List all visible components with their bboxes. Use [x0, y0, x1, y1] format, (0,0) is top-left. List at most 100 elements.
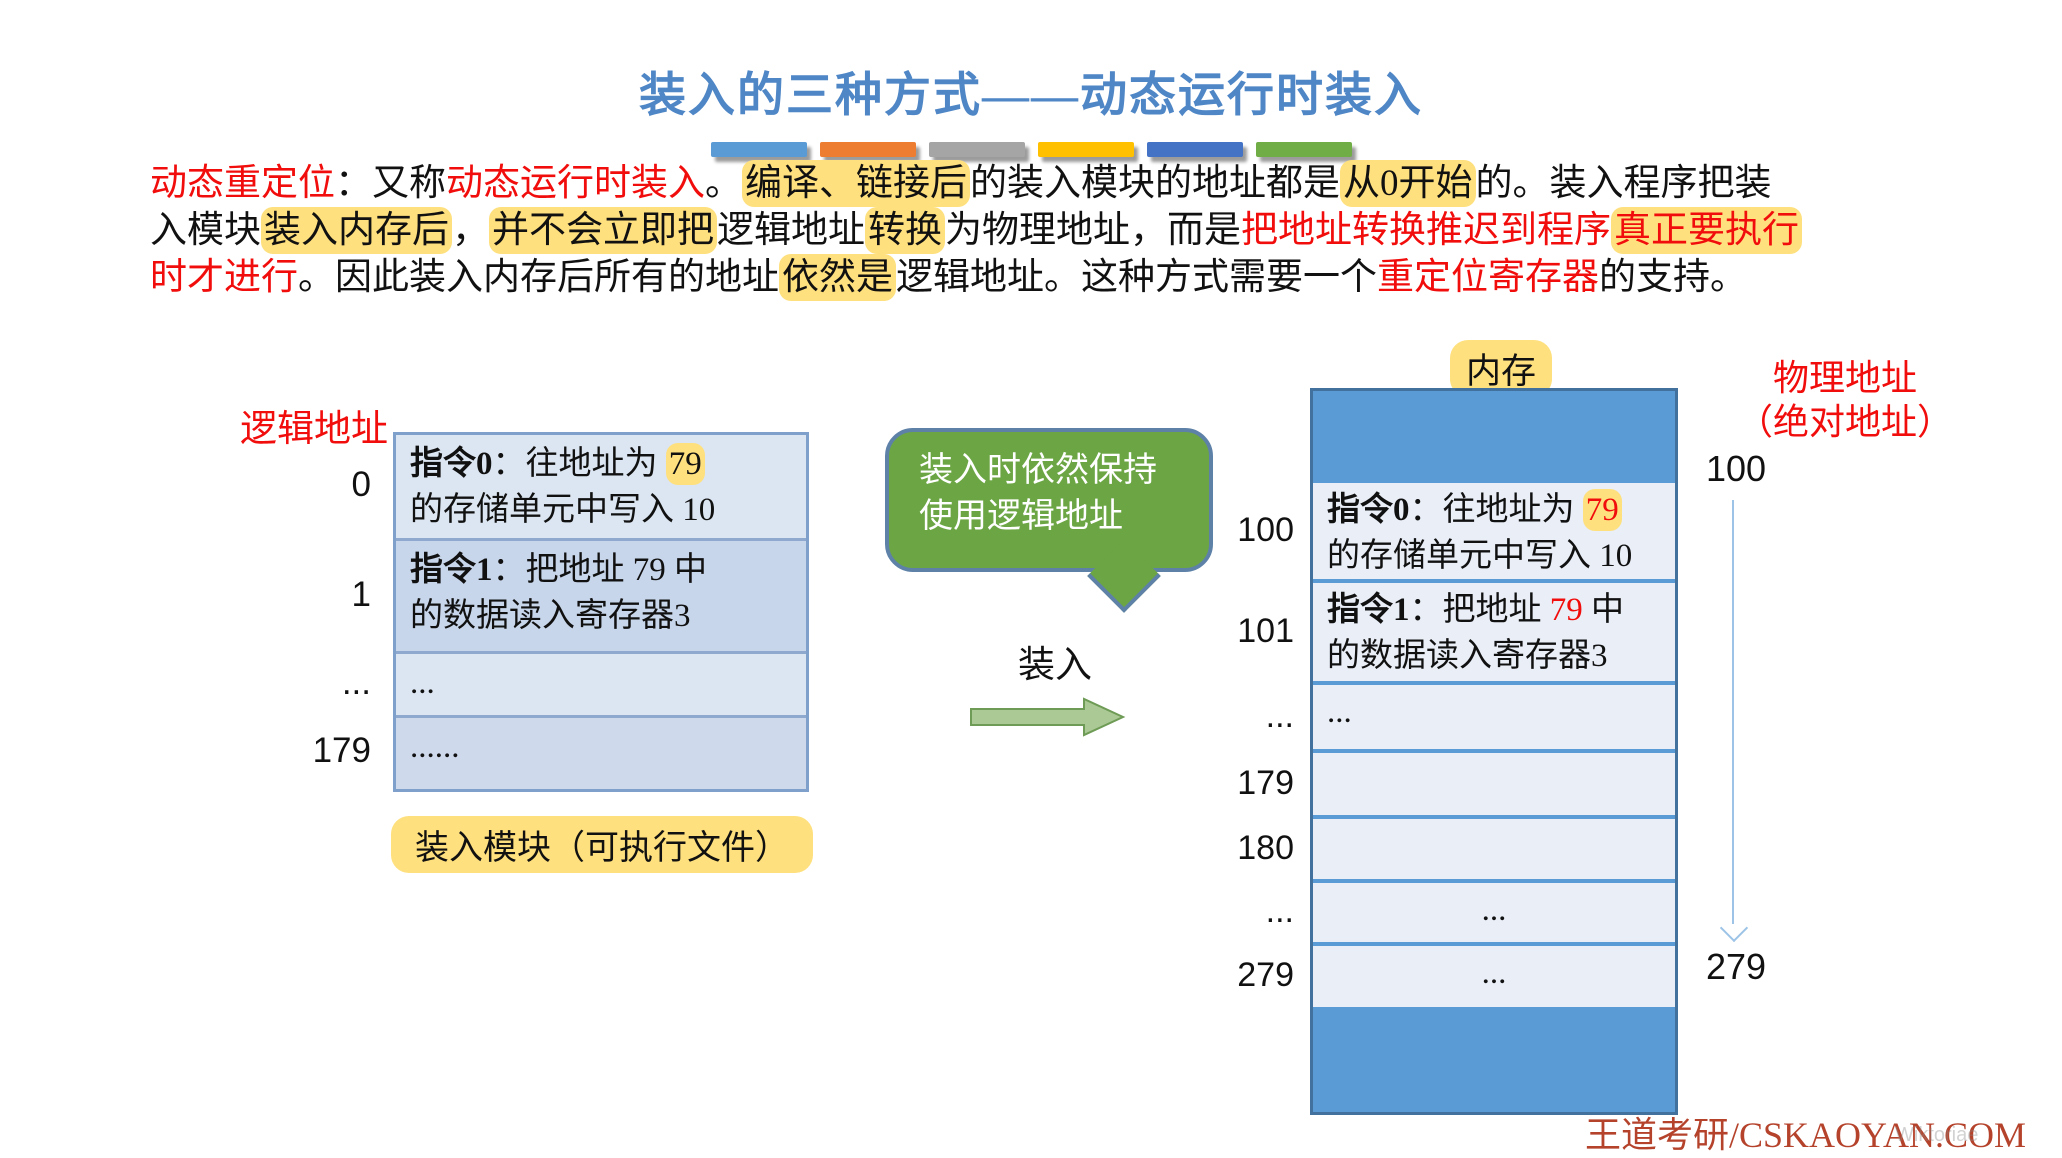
load-label: 装入 [1018, 645, 1092, 686]
bubble-line: 使用逻辑地址 [919, 498, 1123, 535]
text-segment: 逻辑地址。这种方式需要一个 [896, 257, 1377, 298]
intro-paragraph: 动态重定位：又称动态运行时装入。编译、链接后的装入模块的地址都是从0开始的。装入… [150, 160, 1950, 301]
text-segment: 并不会立即把 [489, 207, 717, 254]
text-segment: ：把地址 79 中 [492, 552, 708, 588]
row-line: 的数据读入寄存器3 [1327, 633, 1675, 679]
text-segment: ... [1481, 955, 1507, 991]
text-segment: 时才进行 [150, 257, 298, 298]
text-segment: 重定位寄存器 [1377, 257, 1599, 298]
text-segment: 的。装入程序把装 [1475, 163, 1772, 204]
text-segment: 79 [1582, 489, 1622, 531]
text-segment: 从0开始 [1340, 160, 1476, 207]
address-label: 0 [351, 465, 371, 504]
address-label: ... [341, 663, 371, 702]
text-segment: ... [1481, 892, 1507, 928]
memory-title-badge: 内存 [1436, 340, 1566, 397]
text-segment: 装入内存后 [261, 207, 452, 254]
memory-row [1313, 753, 1675, 819]
paragraph-line: 时才进行。因此装入内存后所有的地址依然是逻辑地址。这种方式需要一个重定位寄存器的… [150, 254, 1950, 301]
text-segment: 的装入模块的地址都是 [970, 163, 1340, 204]
physical-bottom-address: 279 [1705, 946, 1767, 987]
module-row: ... [396, 654, 806, 718]
row-line: ... [410, 660, 806, 706]
text-segment: 把地址转换推迟到程序 [1241, 210, 1611, 251]
address-label: 179 [1237, 763, 1294, 802]
text-segment: 。因此装入内存后所有的地址 [298, 257, 779, 298]
address-label: 1 [351, 574, 371, 614]
memory-row [1313, 819, 1675, 883]
logical-module-table: 指令0：往地址为 79 的存储单元中写入 10 指令1：把地址 79 中的数据读入寄… [393, 432, 809, 792]
text-segment: 的数据读入寄存器3 [1327, 638, 1608, 674]
logical-address-labels: 0 1... 179 [238, 432, 393, 792]
module-caption: 装入模块（可执行文件） [352, 816, 852, 873]
text-segment: 入模块 [150, 210, 261, 251]
text-segment: 依然是 [779, 254, 896, 301]
page-title: 装入的三种方式——动态运行时装入 [639, 70, 1423, 122]
watermark-faint: Wiktoriae [1895, 1124, 1979, 1146]
text-segment: ：把地址 [1409, 592, 1550, 628]
memory-diagram: 100 101... 179 180... 279 指令0：往地址为 79 的存储单元中写… [1218, 388, 1678, 1115]
memory-row [1313, 391, 1675, 483]
text-segment: 动态重定位 [150, 163, 335, 204]
address-label: ... [1265, 696, 1294, 735]
row-line: 的数据读入寄存器3 [410, 593, 806, 639]
row-line: ...... [410, 724, 806, 770]
text-segment: 79 [665, 443, 705, 485]
text-segment: 动态运行时装入 [446, 163, 705, 204]
paragraph-line: 入模块装入内存后，并不会立即把逻辑地址转换为物理地址，而是把地址转换推迟到程序真… [150, 207, 1950, 254]
text-segment: 的存储单元中写入 10 [410, 492, 716, 528]
text-segment: 真正要执行 [1611, 207, 1802, 254]
address-label: 179 [312, 730, 371, 770]
address-label: 100 [1237, 510, 1294, 549]
text-segment: ... [1327, 694, 1352, 730]
row-line: 的存储单元中写入 10 [410, 487, 806, 533]
physical-address-label-line: （绝对地址） [1736, 402, 1953, 442]
physical-arrowhead-icon [1719, 913, 1749, 943]
accent-bar [1255, 142, 1352, 157]
row-line: ... [1313, 950, 1675, 996]
text-segment: 逻辑地址 [717, 210, 865, 251]
accent-bar [928, 142, 1025, 157]
speech-bubble: 装入时依然保持 使用逻辑地址 [885, 428, 1213, 572]
text-segment: ：又称 [335, 163, 446, 204]
logical-module: 0 1... 179 指令0：往地址为 79 的存储单元中写入 10 指令1：把地址 7… [238, 432, 809, 792]
memory-row [1313, 1011, 1675, 1112]
text-segment: 中 [1582, 592, 1624, 628]
accent-bar [1037, 142, 1134, 157]
module-row: 指令1：把地址 79 中的数据读入寄存器3 [396, 541, 806, 654]
memory-row: 指令0：往地址为 79 的存储单元中写入 10 [1313, 483, 1675, 583]
row-line: ... [1327, 689, 1675, 735]
text-segment: ... [410, 665, 435, 701]
physical-arrow [1732, 500, 1734, 924]
text-segment: 指令0 [410, 446, 493, 482]
physical-address-label-line: 物理地址 [1772, 358, 1917, 398]
address-label: 101 [1237, 611, 1294, 650]
logical-address-label: 逻辑地址 [240, 409, 388, 450]
physical-top-address: 100 [1705, 448, 1767, 489]
text-segment: 编译、链接后 [742, 160, 970, 207]
memory-row: ... [1313, 883, 1675, 946]
text-segment: ， [452, 210, 489, 251]
text-segment: 79 [1549, 592, 1583, 628]
address-label: ... [1265, 892, 1294, 930]
memory-row: ... [1313, 946, 1675, 1011]
load-arrow-icon [970, 696, 1126, 743]
address-label: 279 [1237, 956, 1294, 994]
text-segment: ：往地址为 [492, 446, 666, 482]
row-line: 的存储单元中写入 10 [1327, 533, 1675, 579]
memory-table: 指令0：往地址为 79 的存储单元中写入 10 指令1：把地址 79 中的数据读入寄… [1310, 388, 1678, 1115]
watermark: 王道考研/CSKAOYAN.COM [1585, 1115, 2027, 1155]
row-line: 指令0：往地址为 79 [1327, 487, 1675, 533]
module-caption-pill: 装入模块（可执行文件） [391, 816, 813, 873]
text-segment: 的支持。 [1599, 257, 1747, 298]
accent-bar [1146, 142, 1243, 157]
text-segment: 指令0 [1327, 492, 1410, 528]
paragraph-line: 动态重定位：又称动态运行时装入。编译、链接后的装入模块的地址都是从0开始的。装入… [150, 160, 1950, 207]
text-segment: 指令1 [410, 552, 493, 588]
address-label: 180 [1237, 828, 1294, 867]
memory-title-pill: 内存 [1449, 340, 1552, 397]
text-segment: 。 [705, 163, 742, 204]
accent-bar [710, 142, 807, 157]
text-segment: 的存储单元中写入 10 [1327, 538, 1633, 574]
module-row: ...... [396, 718, 806, 789]
